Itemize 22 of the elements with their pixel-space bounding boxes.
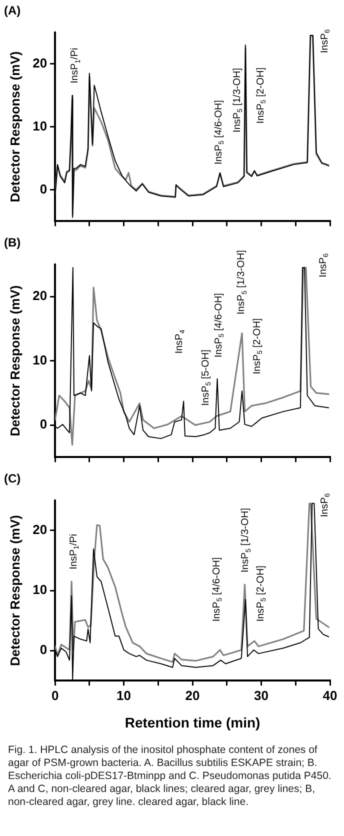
y-axis-title: Detector Response (mV) xyxy=(7,285,22,436)
x-tick-label: 0 xyxy=(51,688,59,703)
y-tick-label: 10 xyxy=(32,352,48,368)
chart-title: (A) xyxy=(4,4,21,18)
x-axis-title: Retention time (min) xyxy=(124,714,260,730)
y-tick-label: 0 xyxy=(40,181,48,196)
x-tick-label: 40 xyxy=(322,688,338,703)
chart-title: (B) xyxy=(4,236,21,250)
y-tick-label: 10 xyxy=(32,118,48,134)
y-tick-label: 10 xyxy=(32,582,48,598)
x-tick-label: 30 xyxy=(254,688,268,703)
y-axis-title: Detector Response (mV) xyxy=(7,51,22,202)
y-tick-label: 20 xyxy=(32,522,48,538)
caption: Fig. 1. HPLC analysis of the inositol phosphate content of zones of agar of PSM-grown bacteria. A. Bacillus subtilis ESKAPE strain; B. Escherichia coli-pDES17-Btminpp and C. Pseudomonas putida P450. A and C, non-cleared agar, black lines; cleared agar, grey lines; B, non-cleared agar, grey line. cleared agar, black line. xyxy=(7,743,332,809)
y-axis-title: Detector Response (mV) xyxy=(7,515,22,666)
y-tick-label: 0 xyxy=(40,642,48,658)
x-tick-label: 20 xyxy=(185,688,200,703)
y-tick-label: 20 xyxy=(32,55,48,70)
x-tick-label: 10 xyxy=(116,688,132,703)
y-tick-label: 20 xyxy=(32,288,48,304)
chart-title: (C) xyxy=(4,472,21,486)
y-tick-label: 0 xyxy=(40,416,48,432)
